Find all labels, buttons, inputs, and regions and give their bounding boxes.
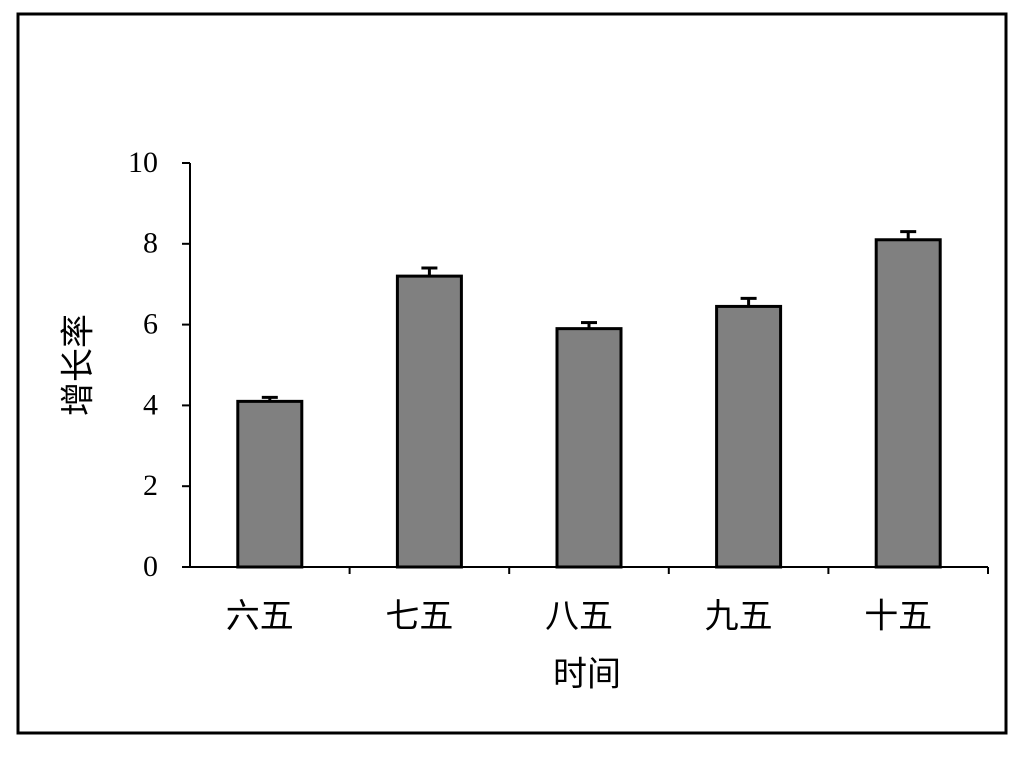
bar [395, 274, 463, 569]
chart-frame [16, 12, 1008, 735]
bar [555, 327, 623, 569]
bar [874, 238, 942, 569]
x-tick-label: 十五 [864, 597, 932, 637]
error-bar [740, 296, 757, 307]
x-tick-label: 七五 [385, 597, 453, 637]
y-tick-label: 4 [143, 388, 158, 421]
y-tick-label: 0 [143, 550, 158, 583]
error-bar [421, 266, 438, 277]
x-tick-label: 六五 [226, 597, 294, 637]
y-axis-label: 增长率 [59, 314, 99, 416]
error-bar [900, 230, 917, 240]
error-bar [581, 321, 597, 329]
x-axis-label: 时间 [553, 655, 621, 695]
y-tick-label: 2 [143, 469, 158, 502]
bar [715, 304, 783, 569]
y-tick-label: 6 [143, 307, 158, 340]
y-tick-label: 8 [143, 227, 158, 260]
error-bar [261, 395, 278, 402]
x-tick-label: 九五 [705, 597, 773, 637]
bar [236, 399, 304, 569]
y-tick-label: 10 [128, 146, 158, 179]
x-tick-label: 八五 [545, 597, 613, 637]
